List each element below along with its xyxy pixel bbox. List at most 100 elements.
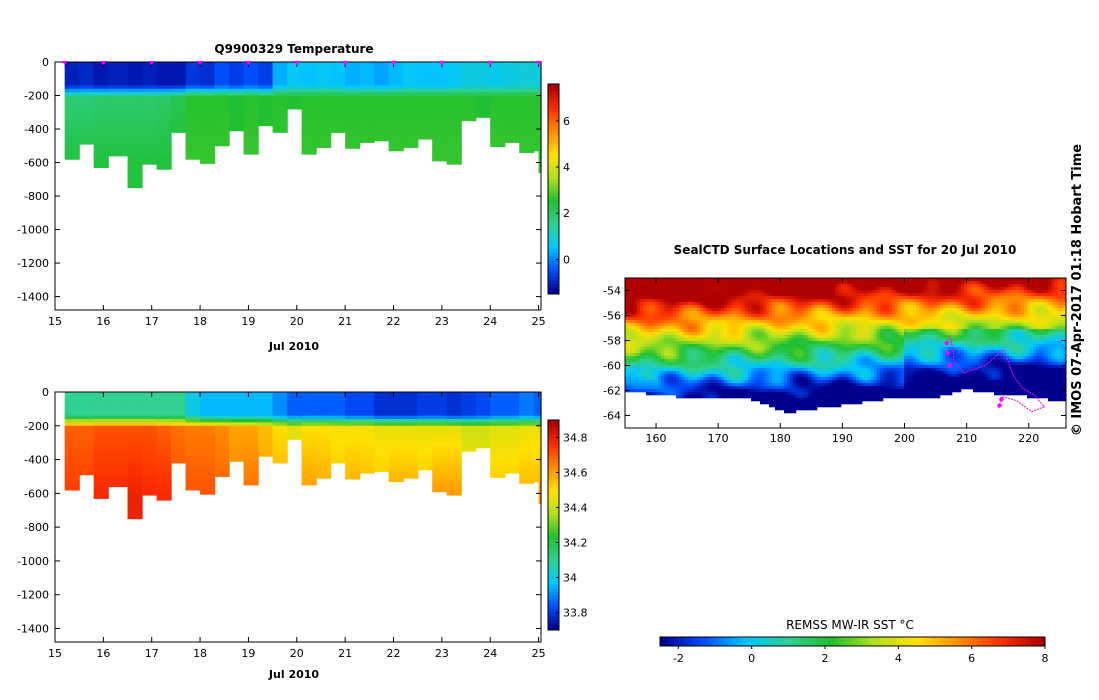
- sst-cell: [814, 284, 818, 288]
- profile-cell: [417, 439, 433, 444]
- sst-cell: [760, 305, 764, 309]
- profile-cell: [374, 408, 390, 413]
- sst-cell: [718, 308, 722, 312]
- profile-cell: [93, 108, 109, 113]
- sst-cell: [706, 326, 710, 330]
- sst-cell: [667, 329, 671, 333]
- sst-cell: [778, 311, 782, 315]
- profile-cell: [417, 65, 433, 70]
- profile-cell: [64, 82, 80, 86]
- sst-cell: [679, 341, 683, 345]
- sst-cell: [805, 380, 809, 384]
- sst-cell: [697, 371, 701, 375]
- profile-cell: [93, 402, 109, 407]
- sst-cell: [691, 395, 695, 399]
- profile-column: [185, 62, 201, 160]
- profile-cell: [156, 402, 172, 407]
- sst-cell: [703, 299, 707, 303]
- sst-cell: [796, 395, 800, 399]
- profile-cell: [519, 398, 535, 403]
- sst-cell: [652, 350, 656, 354]
- profile-cell: [345, 466, 361, 471]
- profile-cell: [243, 469, 259, 474]
- sst-cell: [685, 311, 689, 315]
- sst-cell: [658, 347, 662, 351]
- sst-cell: [823, 344, 827, 348]
- profile-cell: [374, 398, 390, 403]
- sst-cell: [649, 293, 653, 297]
- sst-cell: [772, 284, 776, 288]
- sst-cell: [685, 332, 689, 336]
- profile-cell: [127, 62, 143, 66]
- sst-cell: [661, 296, 665, 300]
- sst-cell: [676, 371, 680, 375]
- sst-cell: [667, 365, 671, 369]
- profile-cell: [156, 432, 172, 437]
- sst-cell: [694, 371, 698, 375]
- sst-cell: [646, 296, 650, 300]
- sst-cell: [655, 359, 659, 363]
- profile-cell: [127, 462, 143, 467]
- sst-cell: [787, 404, 791, 408]
- profile-cell: [171, 62, 187, 66]
- profile-cell: [533, 432, 540, 437]
- sst-cell: [700, 344, 704, 348]
- sst-cell: [655, 323, 659, 327]
- sst-cell: [673, 347, 677, 351]
- sst-cell: [640, 332, 644, 336]
- profile-cell: [108, 62, 129, 66]
- sst-cell: [628, 338, 632, 342]
- sst-cell: [637, 308, 641, 312]
- sst-cell: [799, 407, 803, 411]
- sst-cell: [697, 314, 701, 318]
- sst-cell: [634, 380, 638, 384]
- sst-cell: [778, 284, 782, 288]
- sst-cell: [664, 287, 668, 291]
- profile-cell: [519, 405, 535, 410]
- sst-cell: [823, 320, 827, 324]
- sst-cell: [814, 380, 818, 384]
- profile-cell: [272, 392, 288, 396]
- sst-cell: [787, 383, 791, 387]
- sst-cell: [748, 362, 752, 366]
- profile-cell: [258, 398, 274, 403]
- sst-cell: [724, 323, 728, 327]
- profile-cell: [301, 118, 317, 123]
- profile-cell: [388, 392, 404, 396]
- profile-cell: [359, 432, 375, 437]
- profile-cell: [403, 118, 419, 123]
- sst-cell: [673, 293, 677, 297]
- profile-cell: [533, 82, 540, 86]
- sst-cell: [682, 308, 686, 312]
- sst-cell: [706, 392, 710, 396]
- sst-cell: [745, 287, 749, 291]
- sst-cell: [706, 293, 710, 297]
- sst-cell: [763, 326, 767, 330]
- sst-cell: [673, 368, 677, 372]
- sst-cell: [772, 290, 776, 294]
- sst-cell: [649, 311, 653, 315]
- profile-cell: [504, 425, 520, 430]
- profile-cell: [200, 145, 216, 150]
- profile-cell: [142, 78, 158, 83]
- x-tick-label: 24: [483, 315, 497, 328]
- sst-cell: [691, 359, 695, 363]
- profile-cell: [200, 473, 216, 477]
- profile-cell: [446, 439, 462, 444]
- sst-cell: [769, 359, 773, 363]
- sst-cell: [751, 377, 755, 381]
- sst-cell: [670, 374, 674, 378]
- profile-cell: [301, 425, 317, 430]
- sst-cell: [742, 341, 746, 345]
- profile-cell: [64, 432, 80, 437]
- profile-cell: [171, 98, 187, 103]
- sst-cell: [832, 374, 836, 378]
- profile-cell: [345, 429, 361, 434]
- sst-cell: [646, 308, 650, 312]
- sst-cell: [691, 383, 695, 387]
- sst-cell: [697, 389, 701, 393]
- sst-cell: [685, 392, 689, 396]
- sst-cell: [679, 308, 683, 312]
- sst-cell: [769, 395, 773, 399]
- profile-cell: [519, 456, 535, 461]
